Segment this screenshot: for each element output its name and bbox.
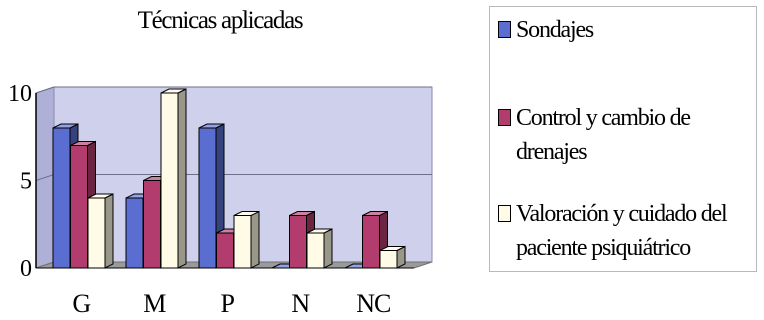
bar-chart: Técnicas aplicadas 0 5 10 G M P N NC bbox=[8, 7, 433, 318]
legend-swatch bbox=[498, 21, 511, 38]
bar bbox=[52, 127, 71, 269]
legend-label: Control y cambio de drenajes bbox=[516, 105, 691, 165]
bar-side bbox=[323, 228, 333, 269]
bar-top bbox=[306, 228, 333, 234]
bar-side bbox=[250, 210, 260, 269]
x-tick-label: P bbox=[221, 289, 235, 318]
legend-swatch bbox=[498, 109, 511, 126]
bar bbox=[198, 127, 217, 269]
bar-top bbox=[198, 123, 225, 129]
bar bbox=[289, 215, 307, 269]
bar bbox=[216, 232, 234, 269]
bar-top bbox=[52, 123, 79, 129]
bar-top bbox=[289, 211, 315, 216]
bar-side bbox=[177, 88, 187, 269]
bar-top bbox=[87, 193, 114, 199]
bar bbox=[70, 145, 88, 269]
x-tick-label: M bbox=[143, 289, 166, 318]
bar-top bbox=[362, 211, 388, 216]
bar bbox=[125, 197, 144, 269]
gridline bbox=[35, 86, 432, 94]
bar bbox=[160, 92, 179, 269]
y-tick-label: 10 bbox=[8, 81, 32, 107]
chart-title: Técnicas aplicadas bbox=[138, 7, 303, 34]
bar bbox=[233, 215, 252, 269]
bar-side bbox=[104, 193, 114, 269]
legend-item: Sondajes bbox=[498, 13, 756, 47]
legend-label: Valoración y cuidado del paciente psiqui… bbox=[516, 201, 728, 261]
bar-top bbox=[233, 211, 260, 216]
legend-item: Valoración y cuidado del paciente psiqui… bbox=[498, 197, 756, 265]
x-tick-label: G bbox=[72, 289, 90, 318]
bar bbox=[143, 180, 161, 269]
legend-label: Sondajes bbox=[516, 17, 594, 43]
x-tick-label: N bbox=[291, 289, 310, 318]
y-tick-label: 5 bbox=[20, 169, 32, 195]
bar bbox=[379, 250, 398, 269]
x-tick-label: NC bbox=[356, 289, 390, 318]
chart-legend: Sondajes Control y cambio de drenajes Valo… bbox=[489, 6, 757, 272]
bar bbox=[362, 215, 380, 269]
bar bbox=[306, 232, 325, 269]
y-tick-label: 0 bbox=[20, 256, 32, 282]
legend-item: Control y cambio de drenajes bbox=[498, 101, 756, 169]
bar-top bbox=[70, 141, 96, 146]
bar-top bbox=[160, 88, 187, 94]
bar bbox=[87, 197, 106, 269]
legend-swatch bbox=[498, 205, 511, 222]
bar-top bbox=[379, 246, 406, 251]
